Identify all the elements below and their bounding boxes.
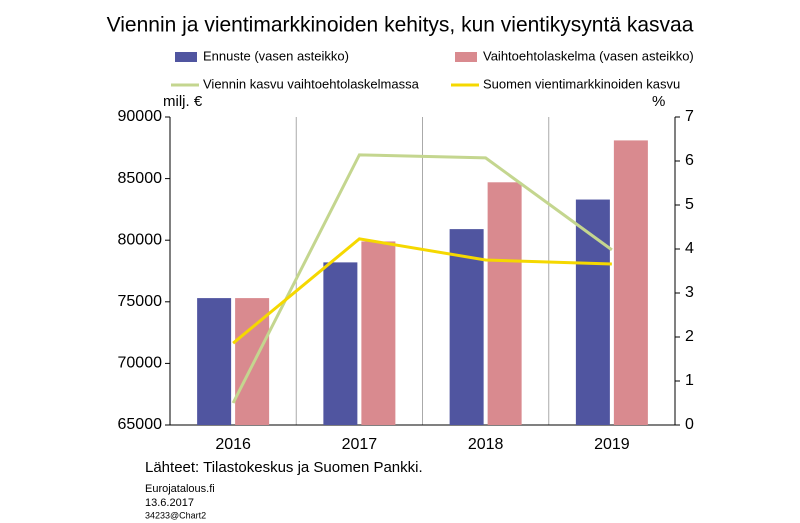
y2-tick-label: 5 xyxy=(685,196,694,213)
bar xyxy=(323,262,358,425)
y-tick-label: 75000 xyxy=(118,293,163,310)
y2-tick-label: 6 xyxy=(685,152,694,169)
y-tick-label: 70000 xyxy=(118,355,163,372)
legend-label: Ennuste (vasen asteikko) xyxy=(203,48,349,63)
y2-axis-label: % xyxy=(652,93,665,110)
bar xyxy=(449,229,484,425)
legend-label: Viennin kasvu vaihtoehtolaskelmassa xyxy=(203,76,420,91)
line xyxy=(232,237,612,345)
legend-swatch xyxy=(175,52,197,62)
y-tick-label: 80000 xyxy=(118,231,163,248)
y-tick-label: 65000 xyxy=(118,416,163,433)
y-tick-label: 90000 xyxy=(118,108,163,125)
bar xyxy=(197,298,232,425)
bar xyxy=(361,241,396,425)
chart-title: Viennin ja vientimarkkinoiden kehitys, k… xyxy=(107,14,694,37)
legend-swatch xyxy=(455,52,477,62)
source: Lähteet: Tilastokeskus ja Suomen Pankki. xyxy=(145,459,423,476)
y2-tick-label: 1 xyxy=(685,372,694,389)
y2-tick-label: 0 xyxy=(685,416,694,433)
y-tick-label: 85000 xyxy=(118,170,163,187)
y2-tick-label: 4 xyxy=(685,240,694,257)
bar xyxy=(613,140,648,425)
line xyxy=(231,153,613,404)
y2-tick-label: 2 xyxy=(685,328,694,345)
y-axis-label: milj. € xyxy=(163,93,203,110)
x-tick-label: 2019 xyxy=(594,436,630,453)
footer: 34233@Chart2 xyxy=(145,510,206,520)
bar xyxy=(487,182,522,425)
y2-tick-label: 7 xyxy=(685,108,694,125)
x-tick-label: 2016 xyxy=(215,436,251,453)
y2-tick-label: 3 xyxy=(685,284,694,301)
footer: 13.6.2017 xyxy=(145,497,194,509)
legend-label: Vaihtoehtolaskelma (vasen asteikko) xyxy=(483,48,694,63)
x-tick-label: 2018 xyxy=(468,436,504,453)
footer: Eurojatalous.fi xyxy=(145,483,215,495)
legend-label: Suomen vientimarkkinoiden kasvu xyxy=(483,76,680,91)
x-tick-label: 2017 xyxy=(342,436,378,453)
bar xyxy=(575,199,610,425)
